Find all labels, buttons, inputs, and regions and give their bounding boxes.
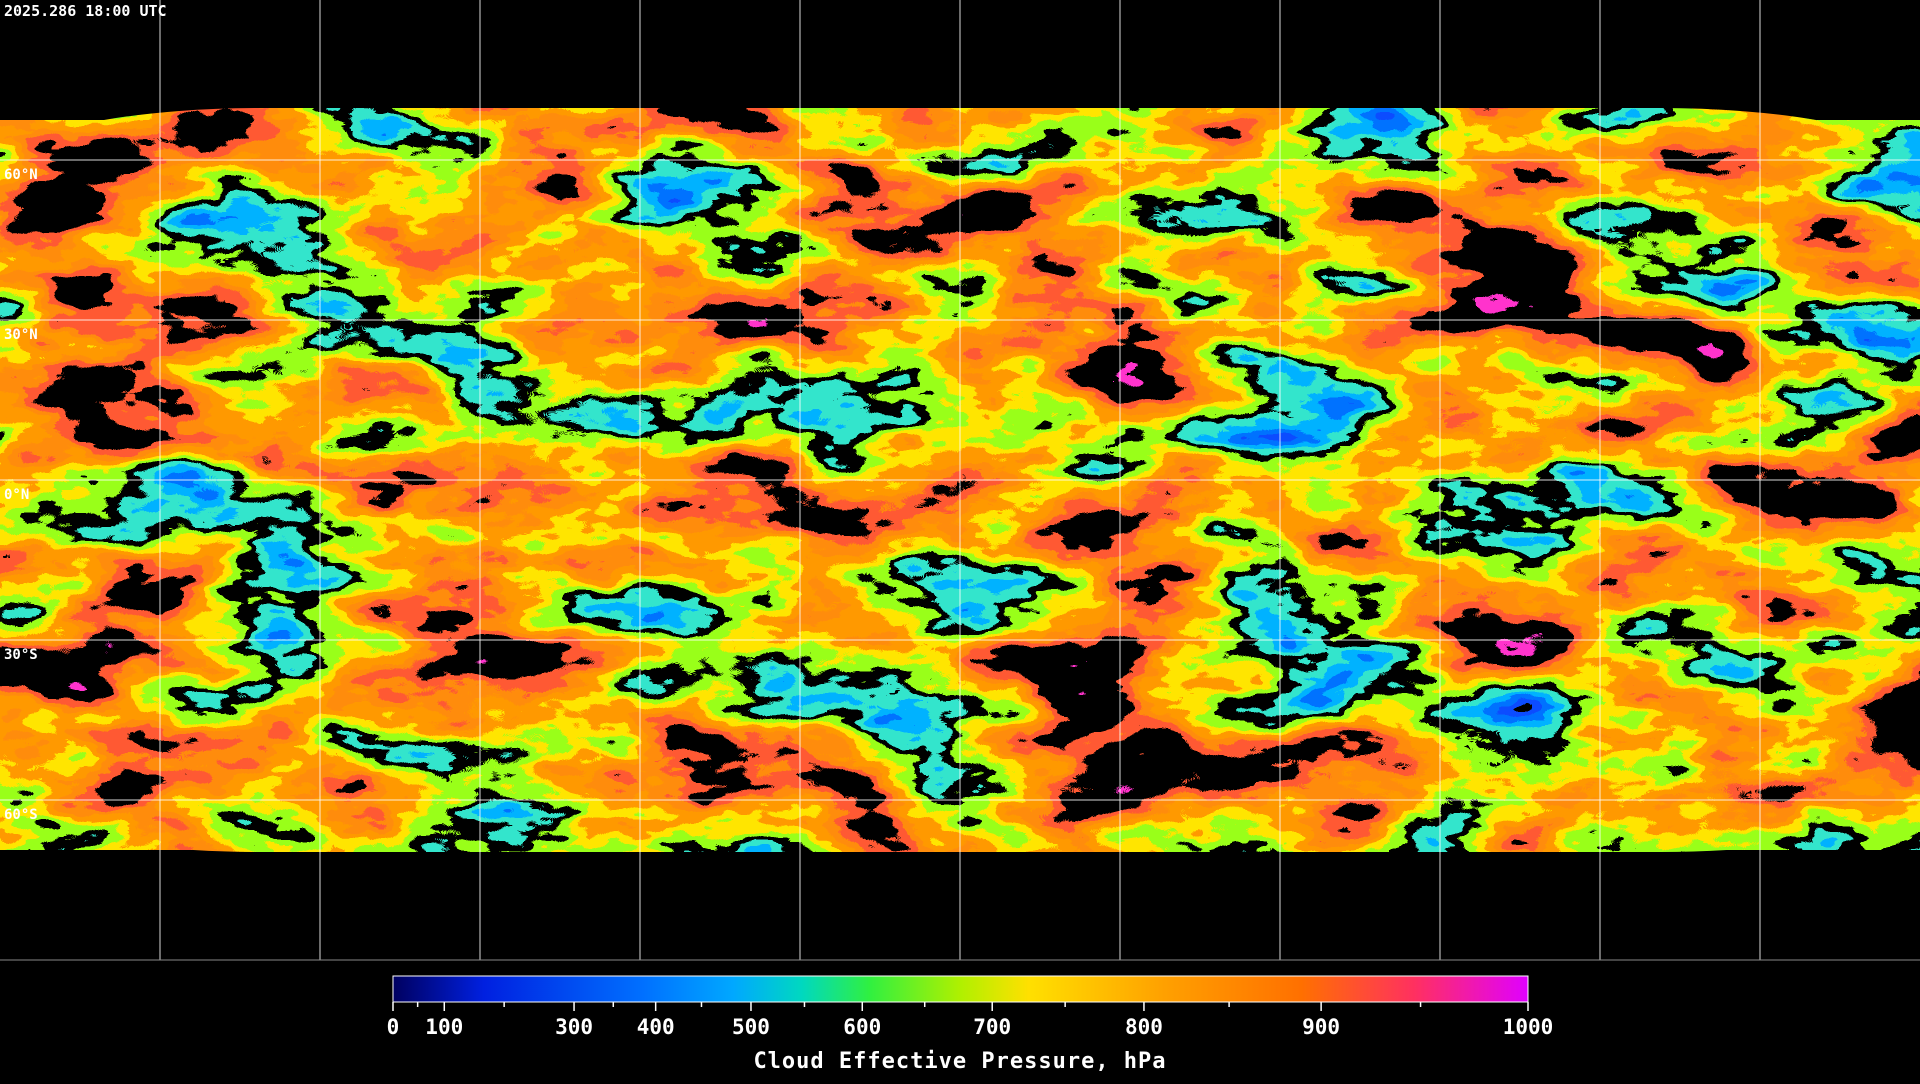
colorbar-tick-label: 400 bbox=[637, 1015, 675, 1039]
colorbar-tick-label: 0 bbox=[387, 1015, 400, 1039]
colorbar-tick-label: 900 bbox=[1302, 1015, 1340, 1039]
graticule bbox=[0, 0, 1920, 960]
timestamp: 2025.286 18:00 UTC bbox=[4, 2, 167, 20]
latitude-label: 0°N bbox=[4, 487, 29, 503]
colorbar-tick-label: 1000 bbox=[1503, 1015, 1554, 1039]
colorbar-tick-label: 500 bbox=[732, 1015, 770, 1039]
colorbar-tick-label: 300 bbox=[555, 1015, 593, 1039]
colorbar-title: Cloud Effective Pressure, hPa bbox=[753, 1049, 1166, 1074]
latitude-label: 60°N bbox=[4, 167, 38, 183]
latitude-label: 30°N bbox=[4, 327, 38, 343]
colorbar bbox=[392, 975, 1529, 1003]
latitude-label: 30°S bbox=[4, 647, 38, 663]
colorbar-tick-label: 600 bbox=[843, 1015, 881, 1039]
colorbar-tick-label: 800 bbox=[1125, 1015, 1163, 1039]
colorbar-tick-label: 100 bbox=[425, 1015, 463, 1039]
colorbar-tick-label: 700 bbox=[973, 1015, 1011, 1039]
latitude-label: 60°S bbox=[4, 807, 38, 823]
